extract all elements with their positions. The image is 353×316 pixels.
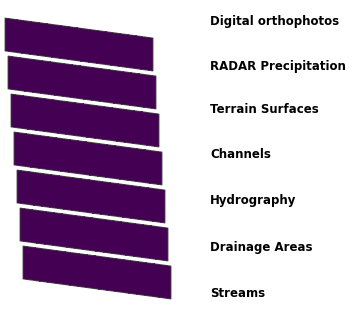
Text: Channels: Channels [210, 148, 271, 161]
Text: Terrain Surfaces: Terrain Surfaces [210, 103, 319, 117]
Text: Hydrography: Hydrography [210, 194, 297, 207]
Text: Digital orthophotos: Digital orthophotos [210, 15, 339, 28]
Text: Streams: Streams [210, 287, 265, 301]
Text: RADAR Precipitation: RADAR Precipitation [210, 60, 346, 73]
Text: Drainage Areas: Drainage Areas [210, 240, 312, 254]
